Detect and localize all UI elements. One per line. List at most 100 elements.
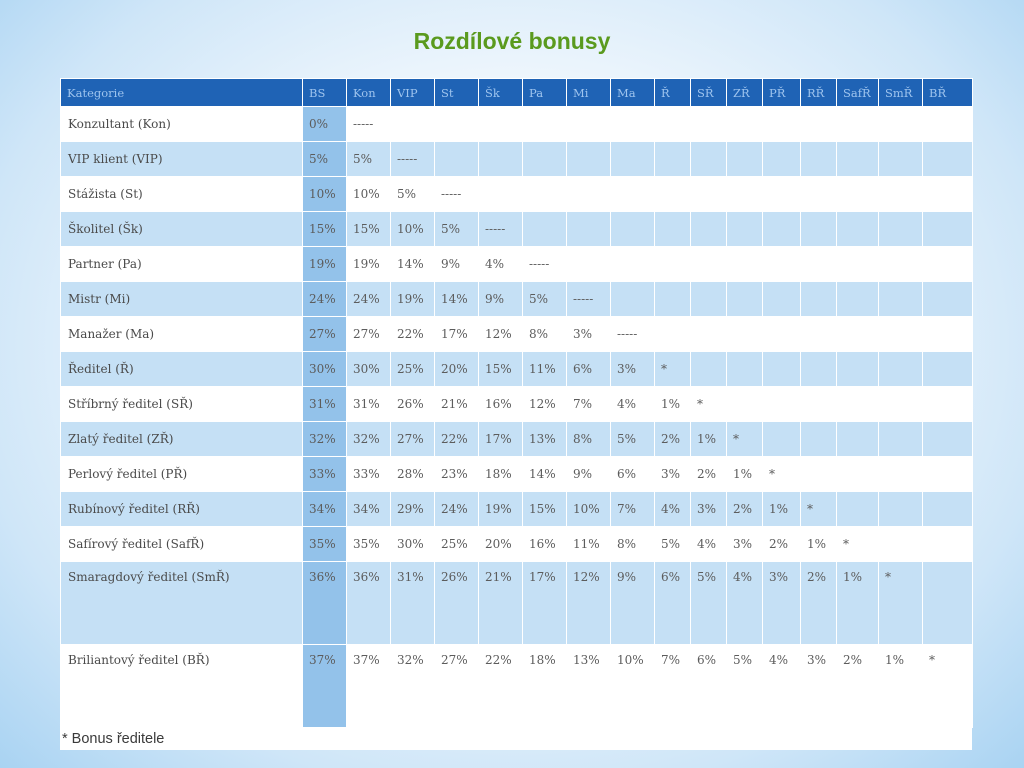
bonus-cell: 27%	[390, 421, 435, 457]
bonus-cell	[878, 351, 923, 387]
bonus-cell: 26%	[434, 561, 479, 645]
bonus-cell: 1%	[690, 421, 727, 457]
bonus-cell: 34%	[346, 491, 391, 527]
bonus-cell: 24%	[346, 281, 391, 317]
header-cell: SŘ	[690, 78, 727, 107]
bonus-cell: -----	[434, 176, 479, 212]
base-bonus-cell: 30%	[302, 351, 347, 387]
bonus-cell	[922, 281, 973, 317]
bonus-cell	[390, 106, 435, 142]
bonus-cell	[610, 176, 655, 212]
bonus-cell	[566, 141, 611, 177]
bonus-cell	[800, 421, 837, 457]
bonus-cell	[762, 141, 801, 177]
bonus-cell	[922, 176, 973, 212]
bonus-cell	[690, 176, 727, 212]
bonus-cell: 10%	[610, 644, 655, 728]
bonus-cell	[726, 176, 763, 212]
bonus-cell	[878, 316, 923, 352]
bonus-cell: 8%	[610, 526, 655, 562]
base-bonus-cell: 27%	[302, 316, 347, 352]
bonus-cell: 4%	[654, 491, 691, 527]
bonus-cell	[836, 456, 879, 492]
bonus-cell: 31%	[346, 386, 391, 422]
bonus-cell: 6%	[566, 351, 611, 387]
bonus-cell: 21%	[434, 386, 479, 422]
bonus-cell: 1%	[654, 386, 691, 422]
category-cell: Školitel (Šk)	[60, 211, 303, 247]
bonus-cell: 7%	[566, 386, 611, 422]
bonus-cell	[836, 316, 879, 352]
bonus-cell	[800, 281, 837, 317]
bonus-cell	[654, 211, 691, 247]
category-cell: Stříbrný ředitel (SŘ)	[60, 386, 303, 422]
bonus-cell	[762, 316, 801, 352]
bonus-cell: 7%	[610, 491, 655, 527]
bonus-cell	[654, 281, 691, 317]
bonus-cell	[610, 106, 655, 142]
bonus-cell	[522, 141, 567, 177]
bonus-cell: 10%	[390, 211, 435, 247]
bonus-cell	[922, 526, 973, 562]
bonus-cell	[654, 176, 691, 212]
bonus-cell	[922, 456, 973, 492]
bonus-cell: 4%	[690, 526, 727, 562]
bonus-cell	[726, 246, 763, 282]
bonus-cell	[836, 176, 879, 212]
table-row: Smaragdový ředitel (SmŘ) 36% 36% 31% 26% 21% 1…	[60, 561, 973, 645]
bonus-cell: *	[836, 526, 879, 562]
bonus-cell	[878, 386, 923, 422]
category-cell: Ředitel (Ř)	[60, 351, 303, 387]
bonus-cell: 15%	[346, 211, 391, 247]
bonus-cell: 26%	[390, 386, 435, 422]
header-cell: RŘ	[800, 78, 837, 107]
bonus-cell: 37%	[346, 644, 391, 728]
bonus-cell: 5%	[654, 526, 691, 562]
bonus-cell	[610, 281, 655, 317]
bonus-cell	[922, 491, 973, 527]
bonus-cell	[522, 106, 567, 142]
bonus-cell	[836, 211, 879, 247]
header-cell: SmŘ	[878, 78, 923, 107]
bonus-cell	[800, 141, 837, 177]
bonus-cell: 12%	[478, 316, 523, 352]
bonus-cell	[922, 106, 973, 142]
bonus-cell	[878, 211, 923, 247]
base-bonus-cell: 19%	[302, 246, 347, 282]
header-cell: Kon	[346, 78, 391, 107]
category-cell: Partner (Pa)	[60, 246, 303, 282]
bonus-cell: -----	[478, 211, 523, 247]
base-bonus-cell: 15%	[302, 211, 347, 247]
bonus-cell: 5%	[390, 176, 435, 212]
bonus-cell: 3%	[800, 644, 837, 728]
bonus-cell	[654, 316, 691, 352]
header-cell: ZŘ	[726, 78, 763, 107]
category-cell: Briliantový ředitel (BŘ)	[60, 644, 303, 728]
header-cell: BS	[302, 78, 347, 107]
bonus-cell: 22%	[390, 316, 435, 352]
table-body: Konzultant (Kon) 0% ----- VIP klient (VIP) 5…	[60, 106, 973, 728]
bonus-cell: 9%	[434, 246, 479, 282]
bonus-cell: 3%	[566, 316, 611, 352]
bonus-cell: 12%	[566, 561, 611, 645]
bonus-cell: 4%	[610, 386, 655, 422]
bonus-cell: 22%	[478, 644, 523, 728]
bonus-cell: 7%	[654, 644, 691, 728]
bonus-cell	[690, 211, 727, 247]
bonus-cell	[922, 561, 973, 645]
table-row: Zlatý ředitel (ZŘ) 32% 32% 27% 22% 17% 13% 8% 5%…	[60, 421, 973, 457]
base-bonus-cell: 36%	[302, 561, 347, 645]
bonus-cell: 11%	[566, 526, 611, 562]
bonus-cell: 33%	[346, 456, 391, 492]
bonus-cell	[922, 211, 973, 247]
bonus-cell: 14%	[522, 456, 567, 492]
bonus-cell: 36%	[346, 561, 391, 645]
bonus-cell: 32%	[346, 421, 391, 457]
category-cell: Safírový ředitel (SafŘ)	[60, 526, 303, 562]
bonus-cell	[800, 351, 837, 387]
bonus-cell	[800, 211, 837, 247]
bonus-cell	[878, 491, 923, 527]
bonus-cell	[800, 386, 837, 422]
base-bonus-cell: 37%	[302, 644, 347, 728]
bonus-cell	[566, 176, 611, 212]
